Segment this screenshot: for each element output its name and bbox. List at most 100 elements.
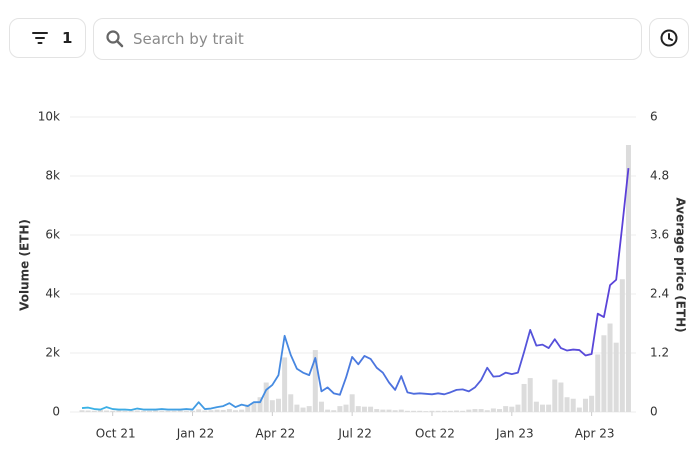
volume-bar: [97, 409, 103, 412]
volume-bar: [220, 409, 226, 412]
volume-bar: [177, 410, 183, 412]
volume-bar: [441, 410, 447, 412]
y-tick-label: 4k: [45, 287, 60, 301]
volume-bar: [392, 410, 398, 412]
volume-bar: [269, 400, 275, 412]
price-line: [81, 168, 630, 411]
filter-icon: [32, 32, 48, 44]
volume-bar: [134, 410, 140, 412]
volume-bar: [116, 410, 122, 412]
volume-bar: [619, 279, 625, 412]
y2-axis-title: Average price (ETH): [674, 197, 688, 332]
volume-bar: [349, 394, 355, 412]
volume-bar: [251, 403, 257, 412]
volume-bar: [540, 404, 545, 412]
x-tick-label: Jul 22: [337, 427, 372, 441]
volume-bar: [386, 409, 392, 412]
volume-bar: [85, 410, 91, 412]
volume-bar: [564, 397, 570, 412]
volume-bar: [429, 410, 435, 412]
volume-bar: [570, 398, 576, 412]
volume-bar: [380, 409, 386, 412]
x-tick-label: Oct 21: [96, 427, 136, 441]
volume-bar: [306, 406, 312, 412]
volume-bar: [239, 409, 245, 412]
history-button[interactable]: [649, 18, 689, 58]
volume-bar: [331, 410, 337, 412]
y2-tick-label: 2.4: [650, 287, 669, 301]
search-placeholder: Search by trait: [133, 30, 244, 48]
volume-bar: [147, 410, 153, 412]
volume-bar: [503, 406, 509, 412]
volume-bar: [589, 395, 595, 412]
volume-bar: [104, 410, 110, 412]
volume-bar: [478, 409, 484, 412]
volume-bar: [318, 401, 324, 412]
volume-bar: [153, 410, 159, 412]
volume-bar: [165, 410, 171, 412]
volume-bar: [159, 410, 165, 412]
y-tick-label: 8k: [45, 169, 60, 183]
volume-bar: [558, 382, 564, 412]
volume-bar: [300, 407, 306, 412]
volume-bar: [343, 404, 349, 412]
volume-bar: [183, 410, 189, 412]
volume-bar: [110, 410, 116, 412]
volume-bar: [368, 406, 374, 412]
y2-tick-label: 3.6: [650, 228, 669, 242]
volume-bar: [576, 407, 582, 412]
volume-bar: [140, 410, 146, 412]
x-tick-label: Apr 23: [575, 427, 615, 441]
volume-bar: [466, 409, 472, 412]
volume-bar: [595, 354, 601, 412]
volume-bar: [257, 397, 263, 412]
volume-bar: [214, 409, 220, 412]
volume-bar: [171, 410, 177, 412]
y-axis-title: Volume (ETH): [18, 219, 32, 311]
volume-bar: [208, 410, 214, 412]
volume-bar: [355, 406, 361, 412]
x-tick-label: Oct 22: [415, 427, 455, 441]
y2-tick-label: 0: [650, 405, 658, 419]
volume-bar: [601, 335, 607, 412]
volume-bar: [122, 410, 128, 412]
volume-bar: [128, 410, 134, 412]
volume-bar: [196, 409, 202, 412]
volume-bar: [435, 410, 441, 412]
volume-bar: [546, 404, 552, 412]
volume-bar: [374, 409, 380, 412]
volume-bar: [607, 323, 613, 412]
clock-icon: [660, 29, 678, 47]
volume-bar: [245, 404, 251, 412]
toolbar: 1 Search by trait: [0, 0, 700, 80]
search-box[interactable]: Search by trait: [93, 18, 642, 60]
search-icon: [106, 30, 124, 48]
volume-bar: [472, 409, 478, 412]
volume-bar: [233, 410, 238, 412]
volume-bar: [527, 378, 533, 412]
volume-bar: [552, 379, 558, 412]
volume-bar: [509, 406, 515, 412]
volume-bar: [91, 410, 97, 412]
volume-bar: [190, 410, 196, 412]
volume-bar: [497, 409, 503, 412]
x-tick-label: Jan 22: [176, 427, 215, 441]
volume-bar: [294, 404, 300, 412]
volume-bar: [325, 409, 331, 412]
y2-tick-label: 6: [650, 110, 658, 124]
volume-bar: [282, 357, 288, 412]
volume-bar: [404, 410, 410, 412]
volume-bar: [226, 409, 232, 412]
y-tick-label: 0: [52, 405, 60, 419]
y-tick-label: 6k: [45, 228, 60, 242]
volume-bar: [337, 406, 343, 412]
volume-bar: [288, 394, 294, 412]
volume-bar: [312, 350, 318, 412]
y2-tick-label: 1.2: [650, 346, 669, 360]
volume-bar: [582, 398, 588, 412]
volume-bar: [411, 410, 417, 412]
filter-button[interactable]: 1: [9, 18, 86, 58]
x-tick-label: Apr 22: [255, 427, 295, 441]
volume-bar: [423, 411, 429, 412]
